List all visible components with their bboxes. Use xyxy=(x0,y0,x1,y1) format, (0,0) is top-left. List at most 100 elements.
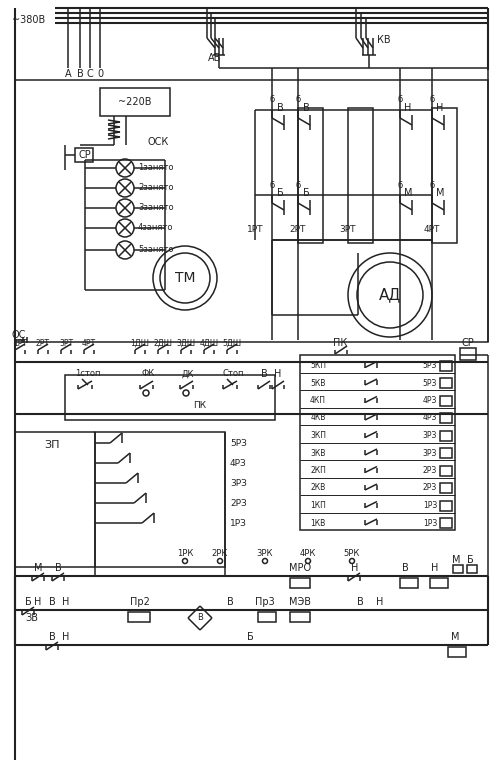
Circle shape xyxy=(350,558,354,563)
Text: 2КП: 2КП xyxy=(310,466,326,475)
Circle shape xyxy=(262,558,268,563)
Text: 4РК: 4РК xyxy=(300,548,316,558)
Text: 3РЗ: 3РЗ xyxy=(423,431,437,440)
Circle shape xyxy=(218,558,222,563)
Text: ПК: ПК xyxy=(333,338,347,348)
Text: 5РЗ: 5РЗ xyxy=(423,378,437,388)
Circle shape xyxy=(143,390,149,396)
Text: В: В xyxy=(197,614,203,622)
Text: В: В xyxy=(48,597,56,607)
Text: Пр2: Пр2 xyxy=(130,597,150,607)
Text: В: В xyxy=(48,632,56,642)
Text: 1ДШ: 1ДШ xyxy=(130,339,150,348)
Bar xyxy=(440,466,452,476)
Bar xyxy=(65,375,275,420)
Bar xyxy=(440,501,452,510)
Text: Б: Б xyxy=(24,597,32,607)
Text: МРО: МРО xyxy=(289,563,311,573)
Bar xyxy=(440,448,452,458)
Text: 3РТ: 3РТ xyxy=(59,339,73,348)
Bar xyxy=(440,518,452,528)
Circle shape xyxy=(116,199,134,217)
Text: 4ДШ: 4ДШ xyxy=(200,339,218,348)
Text: ~220В: ~220В xyxy=(118,97,152,107)
Text: 2ДШ: 2ДШ xyxy=(154,339,172,348)
Text: 1РЗ: 1РЗ xyxy=(423,519,437,527)
Text: М: М xyxy=(404,188,412,198)
Text: КВ: КВ xyxy=(377,35,390,45)
Text: 5РК: 5РК xyxy=(344,548,360,558)
Text: ДК: ДК xyxy=(182,370,194,378)
Text: АВ: АВ xyxy=(208,53,222,63)
Circle shape xyxy=(160,253,210,303)
Bar xyxy=(128,612,150,622)
Text: 1РТ: 1РТ xyxy=(247,225,263,235)
Text: Н: Н xyxy=(62,597,70,607)
Bar xyxy=(460,348,476,360)
Bar xyxy=(400,578,418,588)
Text: 3ДШ: 3ДШ xyxy=(176,339,196,348)
Text: 4РЗ: 4РЗ xyxy=(230,459,247,467)
Text: б: б xyxy=(296,95,300,105)
Text: 2РЗ: 2РЗ xyxy=(230,498,247,508)
Text: б: б xyxy=(296,180,300,190)
Text: 1РК: 1РК xyxy=(177,548,193,558)
Bar xyxy=(290,612,310,622)
Bar xyxy=(440,431,452,441)
Bar xyxy=(448,647,466,657)
Text: 3РТ: 3РТ xyxy=(340,225,356,235)
Text: ЗВ: ЗВ xyxy=(26,613,38,623)
Text: б: б xyxy=(430,95,434,105)
Text: ПК: ПК xyxy=(194,400,206,410)
Text: 1КП: 1КП xyxy=(310,501,326,510)
Circle shape xyxy=(116,219,134,237)
Text: С: С xyxy=(86,69,94,79)
Text: В: В xyxy=(260,369,268,379)
Bar xyxy=(440,395,452,406)
Text: ОС: ОС xyxy=(12,330,26,340)
Text: Н: Н xyxy=(436,103,444,113)
Text: В: В xyxy=(302,103,310,113)
Text: 2РЗ: 2РЗ xyxy=(423,484,437,492)
Text: 5РЗ: 5РЗ xyxy=(423,361,437,370)
Text: Пр3: Пр3 xyxy=(255,597,275,607)
Text: 4РЗ: 4РЗ xyxy=(423,413,437,423)
Text: 3КП: 3КП xyxy=(310,431,326,440)
Text: 2КВ: 2КВ xyxy=(310,484,326,492)
Circle shape xyxy=(116,241,134,259)
Bar xyxy=(15,80,488,342)
Text: Н: Н xyxy=(376,597,384,607)
Circle shape xyxy=(348,253,432,337)
Circle shape xyxy=(116,179,134,197)
Bar xyxy=(440,360,452,370)
Text: 3РЗ: 3РЗ xyxy=(230,478,247,488)
Text: б: б xyxy=(430,180,434,190)
Text: Н: Н xyxy=(274,369,281,379)
Text: Стоп: Стоп xyxy=(222,370,244,378)
Bar xyxy=(75,148,93,162)
Text: Н: Н xyxy=(352,563,358,573)
Bar xyxy=(100,88,170,116)
Text: М: М xyxy=(34,563,42,573)
Text: Б: Б xyxy=(302,188,310,198)
Text: ФК: ФК xyxy=(142,370,154,378)
Text: М: М xyxy=(436,188,444,198)
Text: б: б xyxy=(398,180,402,190)
Text: 4занято: 4занято xyxy=(138,224,173,232)
Text: 3занято: 3занято xyxy=(138,204,173,212)
Text: СР: СР xyxy=(462,338,474,348)
Text: 2РЗ: 2РЗ xyxy=(423,466,437,475)
Bar xyxy=(432,108,457,243)
Text: 0: 0 xyxy=(97,69,103,79)
Text: 2РТ: 2РТ xyxy=(290,225,306,235)
Text: В: В xyxy=(402,563,408,573)
Text: 1РТ: 1РТ xyxy=(13,339,27,348)
Text: 1КВ: 1КВ xyxy=(310,519,326,527)
Circle shape xyxy=(306,558,310,563)
Bar xyxy=(440,378,452,388)
Text: 5ДШ: 5ДШ xyxy=(222,339,242,348)
Text: 1РЗ: 1РЗ xyxy=(423,501,437,510)
Text: ~380В: ~380В xyxy=(12,15,45,25)
Text: 5КП: 5КП xyxy=(310,361,326,370)
Text: Н: Н xyxy=(62,632,70,642)
